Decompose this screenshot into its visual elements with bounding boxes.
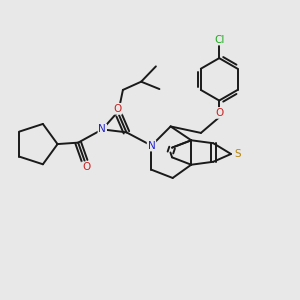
Text: S: S xyxy=(234,149,241,159)
Text: Cl: Cl xyxy=(214,34,224,45)
Text: O: O xyxy=(82,162,90,172)
Text: N: N xyxy=(98,124,106,134)
Text: N: N xyxy=(148,141,155,151)
Text: O: O xyxy=(113,104,122,114)
Text: O: O xyxy=(215,108,223,118)
